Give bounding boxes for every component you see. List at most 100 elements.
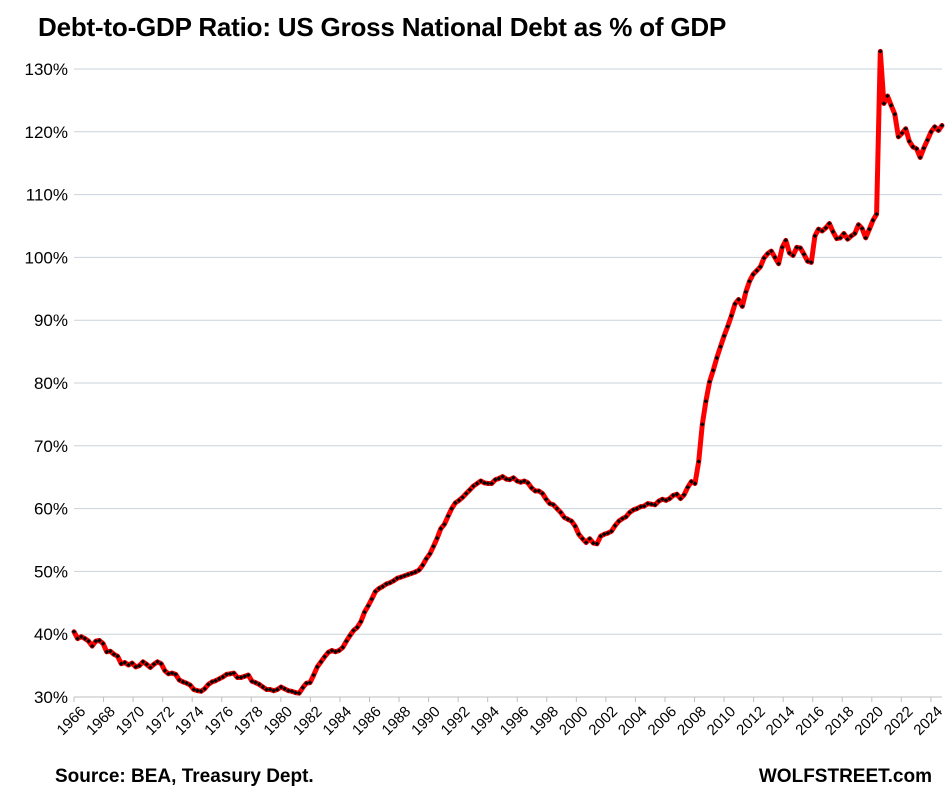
data-point [300,685,306,690]
x-tick-label: 1982 [290,703,326,739]
data-point [594,541,600,547]
x-tick-label: 2002 [585,703,621,739]
x-tick-label: 1992 [438,703,474,739]
data-point [776,261,781,266]
data-point [369,596,375,602]
data-point [427,551,433,557]
data-point [729,313,734,319]
data-point [743,289,749,295]
data-point [482,480,487,486]
data-point [304,680,309,686]
x-tick-label: 1980 [260,703,296,739]
y-tick-label: 30% [34,688,68,707]
data-point [809,260,814,265]
data-point [740,304,745,309]
data-point [384,581,389,587]
data-point [318,659,324,665]
y-tick-label: 80% [34,374,68,393]
data-point [696,459,701,464]
data-point [376,586,382,591]
data-point [525,480,531,486]
data-point [307,680,313,685]
x-tick-label: 2020 [851,703,887,739]
series-line-debt-to-gdp [71,48,945,696]
data-point [761,255,767,261]
data-point [398,574,404,580]
x-tick-label: 2014 [763,703,799,739]
data-point [634,506,640,511]
data-point [721,333,727,339]
data-point [551,502,556,508]
data-point [413,569,418,575]
data-point [264,687,269,692]
data-point [394,576,400,581]
data-point [536,488,542,494]
data-point [583,540,589,545]
series-markers [71,49,945,696]
source-note: Source: BEA, Treasury Dept. [55,766,314,787]
data-point [329,648,335,653]
y-tick-label: 120% [25,123,68,142]
data-point [344,638,349,644]
data-point [692,481,698,486]
x-tick-label: 1968 [83,703,119,739]
data-point [325,650,331,655]
x-tick-label: 1972 [142,703,178,739]
data-point [681,492,687,498]
y-axis-ticks: 30% 40% 50% 60% 70% 80% 90% 100% 110% 120% 130% [25,60,68,707]
data-point [663,498,669,503]
data-point [649,501,654,507]
data-point [689,479,694,484]
data-point [445,513,451,519]
y-tick-label: 130% [25,60,68,79]
brand-watermark: WOLFSTREET.com [758,766,932,787]
data-point [558,510,563,515]
x-tick-label: 1990 [408,703,444,739]
data-point [710,368,716,373]
data-point [373,589,378,594]
data-point [529,485,534,491]
data-point [347,633,353,638]
data-point [456,498,462,503]
data-point [572,523,578,529]
data-point [267,687,273,692]
data-point [685,484,691,490]
data-point [747,279,752,284]
data-point [660,496,665,502]
data-point [496,476,502,481]
x-tick-label: 2004 [615,703,651,739]
data-point [503,476,509,482]
data-point [652,502,658,508]
data-point [703,398,709,404]
data-point [514,478,520,484]
y-tick-label: 40% [34,625,68,644]
data-point [638,504,643,509]
data-point [700,422,705,427]
data-point [736,297,741,302]
data-point [667,496,672,501]
data-point [293,690,298,695]
data-point [333,649,338,655]
data-point [576,532,582,537]
data-point [631,507,636,513]
data-point [282,686,287,692]
data-point [387,580,393,585]
data-point [754,268,760,273]
data-point [355,625,360,630]
data-point [485,481,491,486]
x-tick-label: 2018 [822,703,858,739]
y-tick-label: 100% [25,248,68,267]
data-point [718,344,723,349]
x-axis-ticks: 1966196819701972197419761978198019821984… [54,697,946,739]
data-point [256,682,262,687]
x-tick-label: 2012 [733,703,769,739]
x-tick-label: 1998 [526,703,562,739]
y-tick-label: 70% [34,437,68,456]
x-tick-label: 2006 [645,703,681,739]
data-point [543,496,549,502]
x-tick-label: 1988 [379,703,415,739]
x-tick-label: 2010 [704,703,740,739]
y-tick-label: 60% [34,500,68,519]
data-point [391,578,396,584]
